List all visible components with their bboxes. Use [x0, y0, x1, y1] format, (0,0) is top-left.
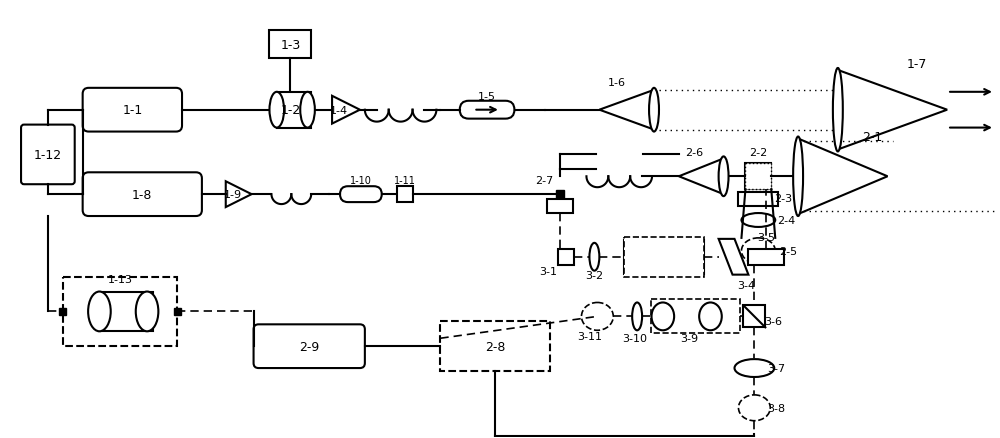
Text: 2-7: 2-7: [536, 176, 554, 186]
Bar: [269, 31, 311, 59]
Text: 2-2: 2-2: [749, 148, 767, 158]
Bar: [663, 303, 716, 331]
Text: 3-9: 3-9: [680, 333, 698, 343]
Text: 1-4: 1-4: [330, 106, 348, 116]
Ellipse shape: [269, 92, 284, 128]
Ellipse shape: [136, 292, 158, 332]
Ellipse shape: [793, 137, 803, 216]
Ellipse shape: [738, 395, 770, 421]
Bar: [748, 249, 784, 265]
Ellipse shape: [632, 303, 642, 331]
Bar: [624, 240, 704, 274]
FancyBboxPatch shape: [340, 187, 382, 203]
Bar: [738, 193, 778, 207]
Bar: [745, 164, 771, 190]
FancyBboxPatch shape: [460, 102, 514, 120]
FancyBboxPatch shape: [21, 125, 75, 185]
Text: 3-5: 3-5: [757, 232, 775, 242]
Text: 1-9: 1-9: [224, 190, 242, 200]
Text: 3-8: 3-8: [767, 403, 785, 413]
Polygon shape: [332, 96, 360, 124]
Bar: [745, 164, 771, 190]
Text: 1-6: 1-6: [608, 78, 626, 88]
Text: 1-13: 1-13: [108, 274, 133, 284]
Text: 1-3: 1-3: [280, 39, 300, 52]
Ellipse shape: [741, 238, 775, 264]
Text: 1-10: 1-10: [350, 176, 372, 186]
Bar: [59, 308, 66, 315]
Bar: [547, 200, 573, 214]
Bar: [63, 277, 177, 346]
Ellipse shape: [300, 92, 315, 128]
Text: 1-11: 1-11: [394, 176, 416, 186]
Bar: [556, 191, 564, 199]
Text: 1-7: 1-7: [907, 58, 928, 71]
Ellipse shape: [589, 243, 599, 271]
Bar: [99, 292, 153, 332]
Text: 3-6: 3-6: [764, 317, 782, 327]
Text: 2-9: 2-9: [299, 340, 319, 353]
Text: 3-11: 3-11: [577, 332, 602, 342]
Bar: [558, 249, 574, 265]
Polygon shape: [226, 182, 252, 208]
Polygon shape: [719, 239, 748, 275]
Ellipse shape: [833, 69, 843, 152]
Text: 2-6: 2-6: [685, 148, 703, 158]
Text: 1-2: 1-2: [280, 104, 300, 117]
Bar: [624, 237, 704, 277]
Text: 2-3: 2-3: [774, 194, 792, 204]
Text: 1-8: 1-8: [132, 188, 152, 201]
FancyBboxPatch shape: [254, 325, 365, 368]
Ellipse shape: [88, 292, 111, 332]
Text: 2-5: 2-5: [779, 246, 797, 256]
Bar: [743, 306, 765, 328]
Text: 1-12: 1-12: [34, 148, 62, 162]
Text: 3-1: 3-1: [539, 266, 557, 276]
Ellipse shape: [719, 157, 729, 197]
Bar: [397, 187, 413, 203]
Ellipse shape: [649, 88, 659, 132]
Text: 3-4: 3-4: [737, 280, 755, 290]
Ellipse shape: [699, 303, 722, 331]
Text: 1-5: 1-5: [478, 92, 496, 102]
Bar: [440, 321, 550, 371]
Polygon shape: [599, 91, 654, 130]
Ellipse shape: [581, 303, 613, 331]
Bar: [174, 308, 181, 315]
Text: 3-2: 3-2: [585, 270, 603, 280]
Bar: [651, 300, 740, 333]
Text: 2-8: 2-8: [485, 340, 505, 353]
Bar: [277, 92, 311, 128]
Polygon shape: [679, 159, 724, 195]
Text: 2-1: 2-1: [863, 131, 883, 144]
Text: 2-4: 2-4: [777, 215, 795, 226]
Text: 3-7: 3-7: [767, 363, 785, 373]
Polygon shape: [798, 139, 888, 215]
Ellipse shape: [735, 359, 774, 377]
FancyBboxPatch shape: [83, 88, 182, 132]
Text: 1-1: 1-1: [122, 104, 142, 117]
Ellipse shape: [652, 303, 674, 331]
Polygon shape: [838, 71, 947, 150]
Text: 3-10: 3-10: [623, 333, 648, 343]
Ellipse shape: [741, 214, 775, 227]
FancyBboxPatch shape: [83, 173, 202, 216]
